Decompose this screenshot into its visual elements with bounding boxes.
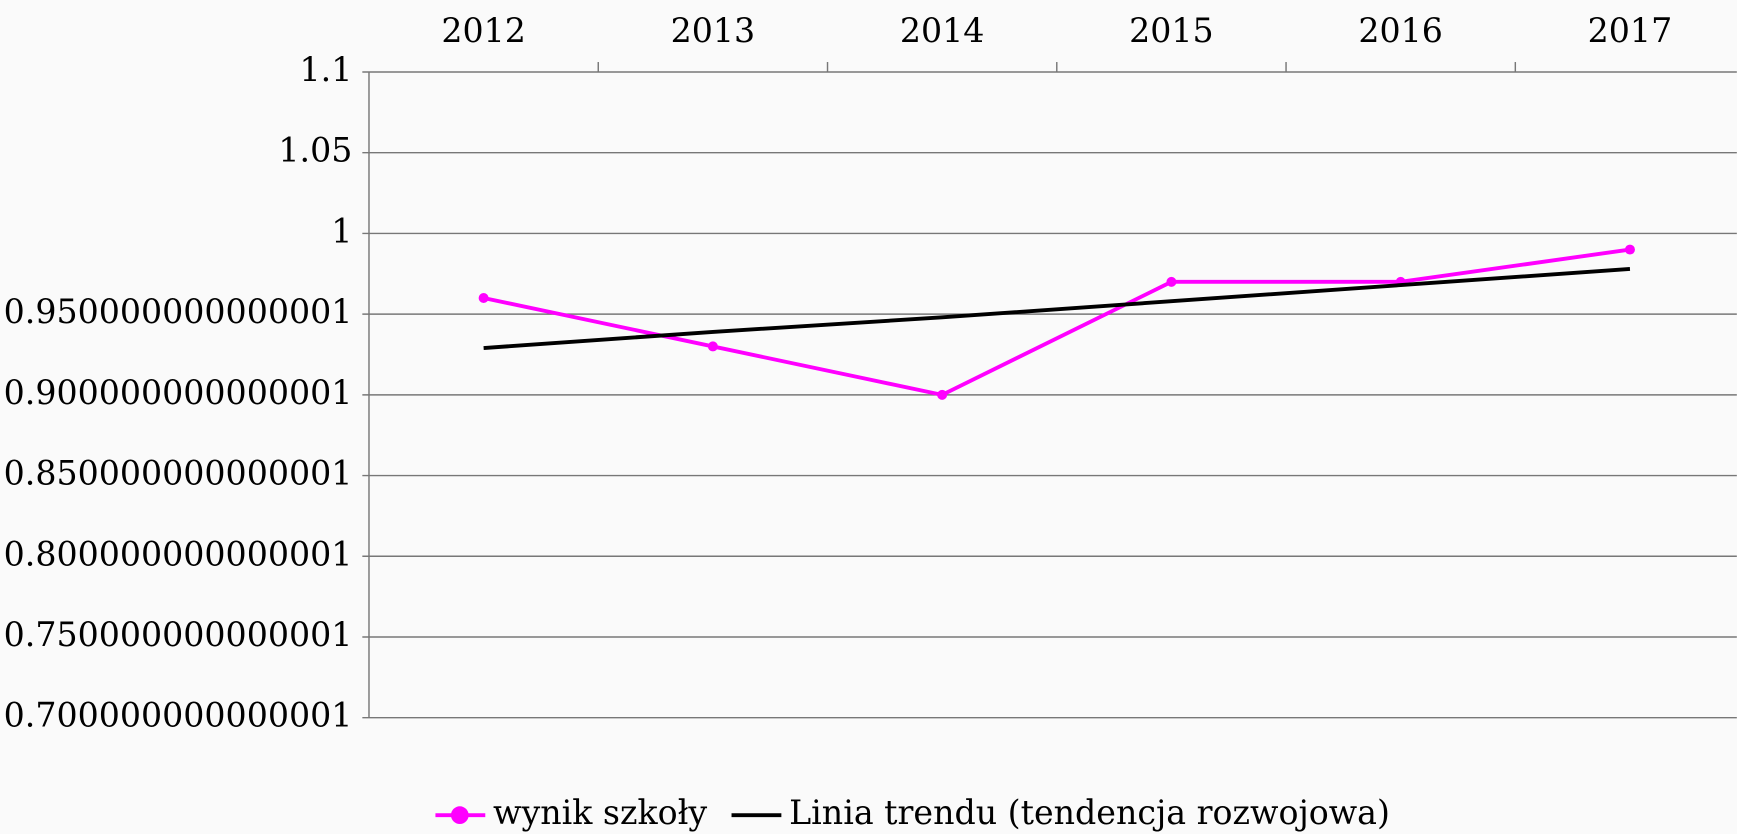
x-tick-label: 2013 — [671, 11, 756, 50]
series-line — [483, 247, 1631, 397]
y-tick-label: 0.800000000000001 — [4, 534, 353, 573]
point — [1624, 244, 1635, 255]
legend-marker — [450, 806, 469, 825]
y-tick-label: 0.850000000000001 — [4, 454, 353, 493]
y-tick-label: 0.900000000000001 — [4, 373, 353, 412]
y-tick-label: 0.950000000000001 — [4, 292, 353, 331]
x-tick-label: 2016 — [1358, 11, 1443, 50]
legend-label: Linia trendu (tendencja rozwojowa) — [789, 793, 1390, 832]
y-tick-label: 0.750000000000001 — [4, 615, 353, 654]
point — [1166, 276, 1177, 287]
point — [937, 389, 948, 400]
x-tick-label: 2015 — [1129, 11, 1214, 50]
legend-label: wynik szkoły — [493, 793, 707, 832]
y-tick-label: 0.700000000000001 — [4, 696, 353, 735]
y-tick-label: 1.05 — [278, 131, 352, 170]
y-tick-label: 1.1 — [300, 50, 353, 89]
point — [478, 293, 489, 303]
y-tick-label: 1 — [331, 211, 352, 250]
point — [707, 341, 718, 352]
x-tick-label: 2017 — [1588, 11, 1673, 50]
series-line — [483, 267, 1631, 350]
x-tick-label: 2014 — [900, 11, 985, 50]
x-tick-label: 2012 — [441, 11, 526, 50]
